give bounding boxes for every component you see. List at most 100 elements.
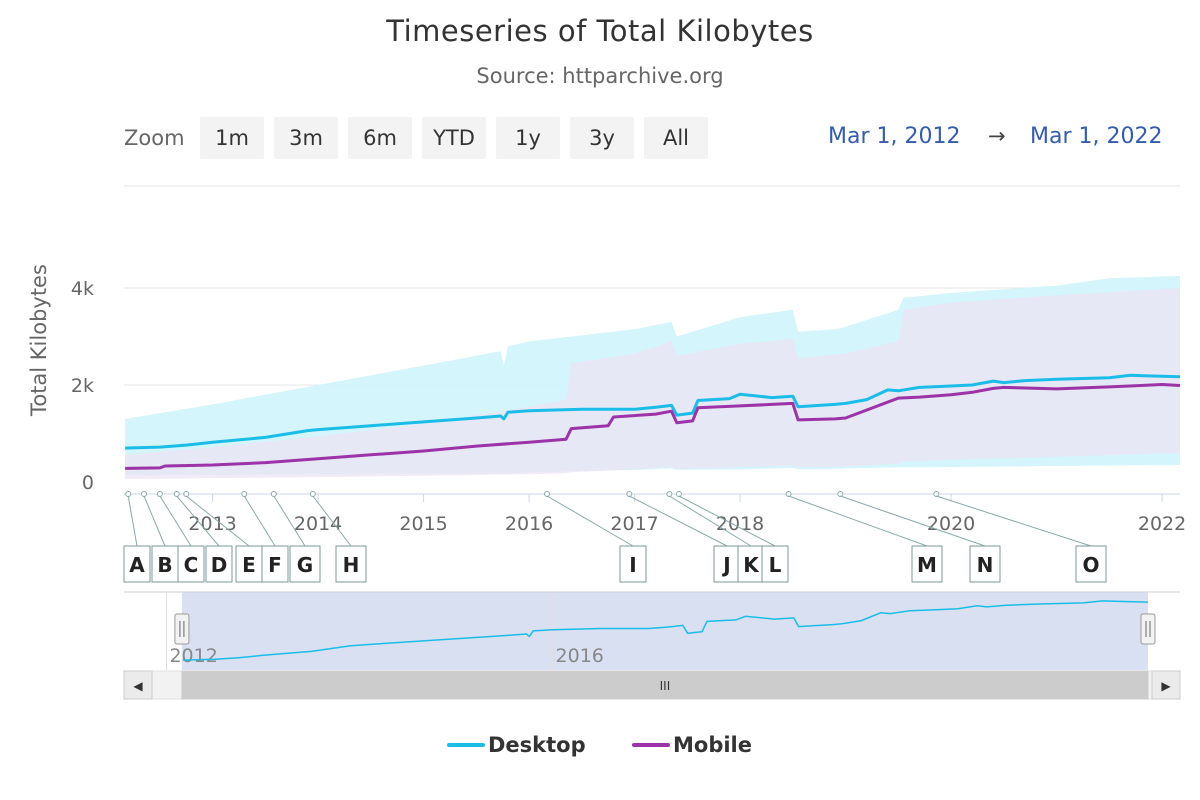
range-to-input[interactable]: Mar 1, 2022 [1030, 124, 1163, 149]
y-tick-label: 0 [82, 472, 94, 494]
y-axis-label: Total Kilobytes [27, 264, 51, 417]
x-tick-label: 2014 [294, 513, 342, 535]
flag-anchor-dot [173, 491, 180, 497]
x-tick-label: 2016 [505, 513, 553, 535]
navigator-right-handle[interactable] [1140, 613, 1156, 645]
flag-box-m[interactable] [911, 545, 943, 583]
flag-label-c: C [184, 553, 199, 577]
zoom-all-button[interactable]: All [644, 117, 708, 159]
flag-label-i: I [629, 553, 636, 577]
flag-label-n: N [977, 553, 994, 577]
flag-box-h[interactable] [335, 545, 367, 583]
flag-label-m: M [917, 553, 937, 577]
flag-anchor-dot [675, 491, 682, 497]
flag-label-b: B [157, 553, 172, 577]
flag-anchor-dot [241, 491, 248, 497]
zoom-1m-button[interactable]: 1m [200, 117, 264, 159]
flag-connector [936, 495, 1092, 547]
flag-connector [678, 495, 776, 547]
scrollbar-thumb[interactable] [181, 670, 1149, 700]
flag-box-j[interactable] [713, 545, 741, 583]
flag-connector [669, 495, 752, 547]
flag-anchor-dot [156, 491, 163, 497]
zoom-3m-button[interactable]: 3m [274, 117, 338, 159]
flag-box-a[interactable] [123, 545, 151, 583]
flag-box-k[interactable] [737, 545, 765, 583]
x-tick-label: 2017 [610, 513, 658, 535]
zoom-label: Zoom [124, 126, 185, 150]
navigator[interactable]: 2012 2016 [124, 591, 1180, 670]
flag-label-j: J [721, 553, 730, 577]
scrollbar-left-button[interactable] [123, 670, 153, 700]
legend-item-desktop[interactable]: Desktop [488, 733, 586, 757]
scrollbar-grip-icon: III [660, 679, 671, 693]
scrollbar[interactable]: ◀ ▶ III [123, 670, 1181, 700]
flag-box-o[interactable] [1075, 545, 1107, 583]
series-lines [125, 373, 1181, 470]
x-tick-label: 2020 [927, 513, 975, 535]
flag-label-k: K [743, 553, 760, 577]
flag-connector [546, 495, 634, 547]
flag-anchor-dot [785, 491, 792, 497]
scroll-left-arrow-icon: ◀ [133, 679, 143, 693]
flag-anchor-dot [141, 491, 148, 497]
flag-label-o: O [1082, 553, 1099, 577]
flag-box-f[interactable] [261, 545, 289, 583]
flag-anchor-dot [270, 491, 277, 497]
x-tick-label: 2022 [1138, 513, 1186, 535]
flag-anchor-dot [666, 491, 673, 497]
flag-anchor-dot [626, 491, 633, 497]
flag-connector [273, 495, 306, 547]
flag-label-a: A [129, 553, 145, 577]
zoom-ytd-button[interactable]: YTD [422, 117, 486, 159]
flag-box-l[interactable] [761, 545, 789, 583]
flag-box-g[interactable] [289, 545, 321, 583]
flag-connector [840, 495, 986, 547]
flag-box-c[interactable] [177, 545, 205, 583]
flag-label-g: G [297, 553, 313, 577]
y-tick-label: 4k [71, 278, 94, 300]
navigator-series-line [182, 600, 1149, 661]
flag-connector [312, 495, 352, 547]
navigator-left-handle[interactable] [174, 613, 190, 645]
series-line-desktop [125, 373, 1181, 450]
flag-anchor-dot [544, 491, 551, 497]
flag-label-d: D [211, 553, 228, 577]
flag-box-d[interactable] [205, 545, 233, 583]
series-line-mobile [125, 383, 1181, 470]
flag-connector [788, 495, 928, 547]
y-tick-label: 2k [71, 375, 94, 397]
flag-connector [185, 495, 250, 547]
x-tick-label: 2015 [399, 513, 447, 535]
flag-box-i[interactable] [619, 545, 647, 583]
navigator-x-label: 2012 [169, 645, 217, 667]
x-tick-label: 2018 [716, 513, 764, 535]
mobile-range-band [125, 288, 1181, 480]
flag-connector [159, 495, 192, 547]
flag-anchor-dot [309, 491, 316, 497]
flag-connector [143, 495, 166, 547]
range-from-input[interactable]: Mar 1, 2012 [828, 124, 961, 149]
zoom-1y-button[interactable]: 1y [496, 117, 560, 159]
flag-label-l: L [769, 553, 782, 577]
flag-anchor-dot [933, 491, 940, 497]
scroll-right-arrow-icon: ▶ [1161, 679, 1171, 693]
navigator-selection[interactable] [181, 592, 1149, 670]
flag-anchor-dot [183, 491, 190, 497]
flag-connector [629, 495, 728, 547]
flag-label-h: H [343, 553, 360, 577]
zoom-6m-button[interactable]: 6m [348, 117, 412, 159]
range-bands [125, 275, 1181, 480]
flag-box-n[interactable] [969, 545, 1001, 583]
flag-connector [176, 495, 220, 547]
zoom-3y-button[interactable]: 3y [570, 117, 634, 159]
navigator-x-label: 2016 [556, 645, 604, 667]
x-tick-label: 2013 [188, 513, 236, 535]
scrollbar-right-button[interactable] [1151, 670, 1181, 700]
flag-box-e[interactable] [235, 545, 263, 583]
legend-item-mobile[interactable]: Mobile [673, 733, 752, 757]
range-arrow-icon: → [988, 124, 1006, 148]
flag-connector [127, 495, 138, 547]
flag-label-f: F [268, 553, 282, 577]
